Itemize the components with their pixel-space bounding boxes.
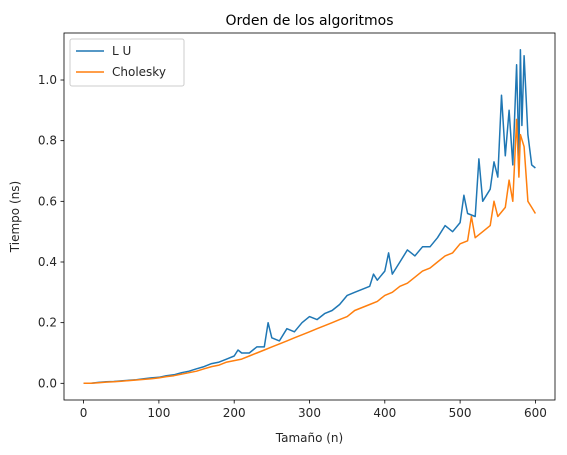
plot-area xyxy=(63,32,556,401)
x-tick-label: 100 xyxy=(147,406,170,420)
x-tick-label: 600 xyxy=(524,406,547,420)
y-tick-label: 0.4 xyxy=(38,255,57,269)
series-line-1 xyxy=(83,118,537,385)
plot-frame xyxy=(63,32,556,401)
y-axis-label: Tiempo (ns) xyxy=(8,181,22,253)
x-tick-label: 400 xyxy=(373,406,396,420)
x-tick-label: 200 xyxy=(223,406,246,420)
series-line-0 xyxy=(83,48,536,385)
y-axis-ticks: 0.0 0.2 0.4 0.6 0.8 1.0 xyxy=(38,73,64,390)
y-tick-label: 0.8 xyxy=(38,134,57,148)
y-tick-label: 0.0 xyxy=(38,376,57,390)
legend-label-lu: L U xyxy=(112,44,131,58)
x-tick-label: 500 xyxy=(449,406,472,420)
x-axis-ticks: 0 100 200 300 400 500 600 xyxy=(80,400,547,420)
x-tick-label: 0 xyxy=(80,406,88,420)
y-tick-label: 0.6 xyxy=(38,194,57,208)
x-tick-label: 300 xyxy=(298,406,321,420)
y-tick-label: 1.0 xyxy=(38,73,57,87)
y-tick-label: 0.2 xyxy=(38,316,57,330)
x-axis-label: Tamaño (n) xyxy=(275,431,343,445)
legend: L U Cholesky xyxy=(69,38,185,87)
legend-label-cholesky: Cholesky xyxy=(112,65,166,79)
series-layer xyxy=(83,48,537,385)
chart-title: Orden de los algoritmos xyxy=(225,13,393,29)
